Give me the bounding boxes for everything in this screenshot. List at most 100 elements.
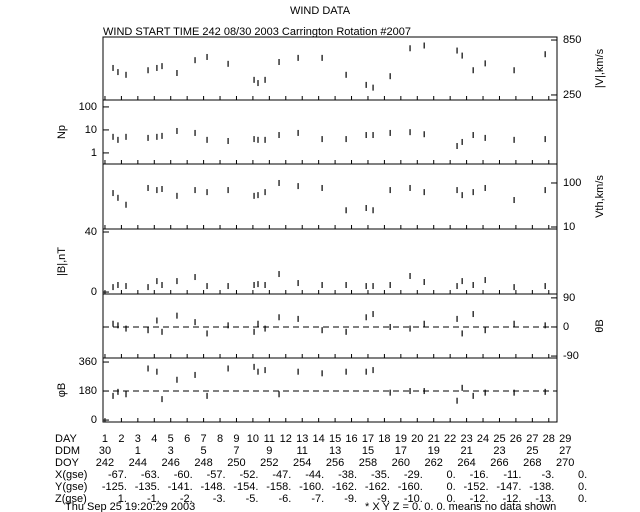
- table-cell: 0.: [578, 481, 587, 493]
- table-cell: -2.: [180, 493, 193, 505]
- axis-label: |V|,km/s: [594, 48, 606, 88]
- table-cell: 21: [428, 433, 440, 445]
- y-tick-label: 10: [85, 124, 97, 136]
- table-cell: 9: [266, 445, 272, 457]
- table-cell: 3: [168, 445, 174, 457]
- table-cell: -16.: [470, 469, 489, 481]
- table-cell: 26: [510, 433, 522, 445]
- table-cell: -60.: [174, 469, 193, 481]
- table-cell: 246: [162, 457, 180, 469]
- row-label: DOY: [55, 457, 80, 469]
- y-tick-label: 0: [91, 286, 97, 298]
- footnote: * X Y Z = 0. 0. 0. means no data shown: [365, 501, 556, 512]
- table-cell: -7.: [311, 493, 324, 505]
- table-cell: 5: [201, 445, 207, 457]
- table-cell: 27: [559, 445, 571, 457]
- table-cell: 6: [184, 433, 190, 445]
- table-cell: 7: [201, 433, 207, 445]
- table-cell: 13: [329, 445, 341, 457]
- table-cell: -35.: [371, 469, 390, 481]
- y-tick-label: 180: [79, 385, 97, 397]
- table-cell: 260: [392, 457, 410, 469]
- table-cell: -3.: [542, 469, 555, 481]
- table-cell: 4: [151, 433, 157, 445]
- table-cell: 17: [362, 433, 374, 445]
- table-cell: 11: [264, 433, 275, 445]
- axis-label: θB: [594, 319, 606, 332]
- y-tick-label: 850: [563, 34, 581, 46]
- table-cell: -5.: [246, 493, 259, 505]
- table-cell: 8: [217, 433, 223, 445]
- row-label: Y(gse): [55, 481, 87, 493]
- table-cell: 15: [362, 445, 374, 457]
- table-cell: 13: [296, 433, 308, 445]
- table-cell: -162.: [365, 481, 390, 493]
- table-cell: -160.: [398, 481, 423, 493]
- row-label: Z(gse): [55, 493, 87, 505]
- table-cell: -147.: [496, 481, 521, 493]
- table-cell: 11: [297, 445, 308, 457]
- timestamp: Thu Sep 25 19:20:29 2003: [65, 501, 195, 512]
- table-cell: 266: [490, 457, 508, 469]
- table-cell: -29.: [404, 469, 423, 481]
- table-cell: 270: [556, 457, 574, 469]
- table-cell: -13.: [535, 493, 554, 505]
- table-cell: 5: [168, 433, 174, 445]
- chart-title: WIND DATA: [290, 5, 351, 17]
- table-cell: 23: [493, 445, 505, 457]
- table-cell: 268: [523, 457, 541, 469]
- table-cell: 0.: [578, 493, 587, 505]
- table-cell: -38.: [338, 469, 357, 481]
- y-tick-label: 40: [85, 226, 97, 238]
- table-cell: 252: [260, 457, 278, 469]
- table-cell: -44.: [305, 469, 324, 481]
- y-tick-label: 100: [79, 101, 97, 113]
- table-cell: -160.: [299, 481, 324, 493]
- panel-frame: [102, 36, 558, 101]
- y-tick-label: 0: [563, 321, 569, 333]
- table-cell: 23: [460, 433, 472, 445]
- y-tick-label: 0: [91, 414, 97, 426]
- table-cell: 27: [526, 433, 538, 445]
- table-cell: 30: [99, 445, 111, 457]
- table-cell: -52.: [240, 469, 259, 481]
- table-cell: -67.: [108, 469, 127, 481]
- table-cell: 0.: [447, 493, 456, 505]
- axis-label: |B|,nT: [56, 247, 68, 276]
- table-cell: 24: [477, 433, 489, 445]
- table-cell: -12.: [503, 493, 522, 505]
- table-cell: 14: [313, 433, 325, 445]
- table-cell: 25: [493, 433, 505, 445]
- table-cell: -9.: [377, 493, 390, 505]
- table-cell: -47.: [272, 469, 291, 481]
- table-cell: 262: [425, 457, 443, 469]
- table-cell: -57.: [207, 469, 226, 481]
- row-label: X(gse): [55, 469, 87, 481]
- table-cell: 1.: [118, 493, 127, 505]
- table-cell: -158.: [266, 481, 291, 493]
- table-cell: -9.: [344, 493, 357, 505]
- table-cell: -6.: [279, 493, 292, 505]
- table-cell: 1: [102, 433, 108, 445]
- table-cell: 244: [129, 457, 147, 469]
- table-cell: -138.: [529, 481, 554, 493]
- table-cell: 15: [329, 433, 341, 445]
- table-cell: 16: [345, 433, 357, 445]
- panel-frame: [102, 99, 558, 165]
- y-tick-label: 250: [563, 89, 581, 101]
- table-cell: 25: [526, 445, 538, 457]
- table-cell: 22: [444, 433, 456, 445]
- panel-frame: [102, 293, 558, 359]
- y-tick-label: 1: [91, 147, 97, 159]
- table-cell: 17: [395, 445, 407, 457]
- table-cell: 248: [194, 457, 212, 469]
- row-label: DAY: [55, 433, 77, 445]
- table-cell: 21: [460, 445, 472, 457]
- axis-label: Vth,km/s: [594, 175, 606, 218]
- table-cell: 258: [359, 457, 377, 469]
- table-cell: -135.: [135, 481, 160, 493]
- table-cell: 0.: [447, 469, 456, 481]
- panel-frame: [102, 357, 558, 423]
- axis-label: φB: [56, 383, 68, 397]
